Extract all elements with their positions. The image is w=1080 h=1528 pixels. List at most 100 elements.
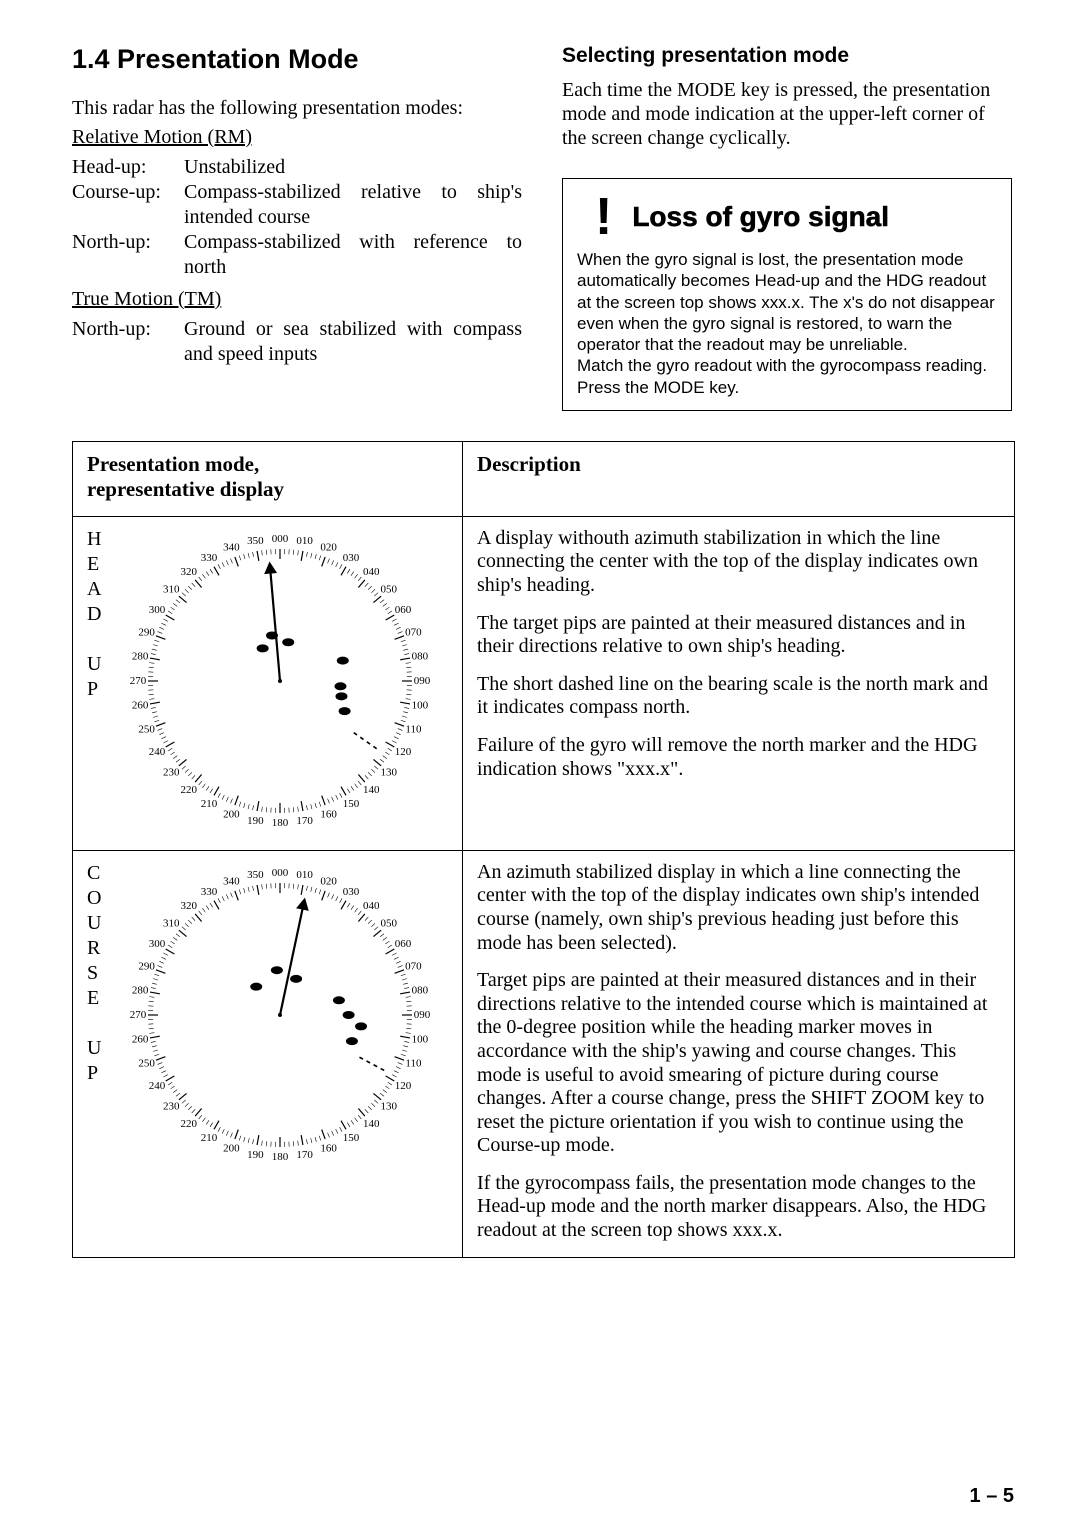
svg-text:320: 320 [180,566,197,578]
mode-label: Course-up: [72,180,184,230]
svg-text:270: 270 [130,1009,147,1021]
svg-text:090: 090 [413,675,429,687]
svg-text:000: 000 [271,867,288,879]
section-title: 1.4 Presentation Mode [72,44,522,75]
warning-mark-icon: ! [595,191,612,243]
svg-text:280: 280 [131,984,148,996]
mode-text: Unstabilized [184,155,522,180]
svg-text:350: 350 [247,535,264,547]
tm-heading: True Motion (TM) [72,288,522,311]
svg-text:170: 170 [296,1149,313,1161]
svg-text:330: 330 [200,886,217,898]
left-column: 1.4 Presentation Mode This radar has the… [72,44,522,411]
svg-text:300: 300 [148,604,165,616]
svg-text:180: 180 [271,817,288,829]
mode-text: Compass-stabilized relative to ship's in… [184,180,522,230]
mode-stack-label: COURSE UP [87,861,105,1170]
desc-paragraph: An azimuth stabilized display in which a… [477,861,1000,955]
mode-row: North-up:Ground or sea stabilized with c… [72,317,522,367]
svg-text:080: 080 [411,984,428,996]
svg-text:230: 230 [162,1100,179,1112]
table-cell-desc: An azimuth stabilized display in which a… [463,850,1015,1257]
svg-text:290: 290 [138,960,155,972]
svg-text:070: 070 [405,626,422,638]
svg-text:150: 150 [342,1132,359,1144]
svg-text:260: 260 [131,1033,148,1045]
svg-text:120: 120 [394,1080,411,1092]
svg-text:340: 340 [223,875,240,887]
intro-text: This radar has the following presentatio… [72,97,522,120]
compass-display: 0000100200300400500600700800901001101201… [130,531,430,831]
rm-rows: Head-up:UnstabilizedCourse-up:Compass-st… [72,155,522,280]
warning-title-row: ! Loss of gyro signal [577,191,997,243]
desc-paragraph: The target pips are painted at their mea… [477,612,1000,659]
svg-text:250: 250 [138,723,155,735]
svg-text:330: 330 [200,552,217,564]
compass-display: 0000100200300400500600700800901001101201… [130,865,430,1165]
svg-text:200: 200 [223,808,240,820]
mode-label: North-up: [72,230,184,280]
svg-text:300: 300 [148,938,165,950]
svg-text:130: 130 [380,766,397,778]
svg-text:100: 100 [411,699,428,711]
right-subhead: Selecting presentation mode [562,44,1012,68]
tm-rows: North-up:Ground or sea stabilized with c… [72,317,522,367]
svg-text:030: 030 [342,552,359,564]
svg-text:120: 120 [394,746,411,758]
svg-text:170: 170 [296,815,313,827]
svg-text:240: 240 [148,1080,165,1092]
top-columns: 1.4 Presentation Mode This radar has the… [72,44,1020,411]
warning-body: When the gyro signal is lost, the presen… [577,249,997,398]
svg-text:010: 010 [296,535,313,547]
svg-text:270: 270 [130,675,147,687]
svg-text:000: 000 [271,533,288,545]
compass-wrap: 0000100200300400500600700800901001101201… [111,861,448,1170]
table-body: HEAD UP000010020030040050060070080090100… [73,516,1015,1257]
svg-text:070: 070 [405,960,422,972]
table-row: HEAD UP000010020030040050060070080090100… [73,516,1015,850]
svg-text:040: 040 [363,566,380,578]
right-column: Selecting presentation mode Each time th… [562,44,1012,411]
svg-text:130: 130 [380,1100,397,1112]
right-para: Each time the MODE key is pressed, the p… [562,78,1012,150]
svg-text:160: 160 [320,1142,337,1154]
table-header-desc: Description [463,441,1015,516]
svg-text:100: 100 [411,1033,428,1045]
svg-text:320: 320 [180,900,197,912]
table-cell-mode: COURSE UP0000100200300400500600700800901… [73,850,463,1257]
presentation-table: Presentation mode,representative display… [72,441,1015,1258]
desc-paragraph: Failure of the gyro will remove the nort… [477,734,1000,781]
svg-text:040: 040 [363,900,380,912]
svg-text:020: 020 [320,875,337,887]
warning-box: ! Loss of gyro signal When the gyro sign… [562,178,1012,411]
svg-text:210: 210 [200,1132,217,1144]
svg-text:220: 220 [180,1118,197,1130]
svg-text:160: 160 [320,808,337,820]
svg-text:010: 010 [296,869,313,881]
warning-title: Loss of gyro signal [632,201,889,233]
svg-text:290: 290 [138,626,155,638]
svg-text:310: 310 [162,583,179,595]
mode-label: North-up: [72,317,184,367]
desc-paragraph: A display withouth azimuth stabilization… [477,527,1000,598]
rm-heading: Relative Motion (RM) [72,126,522,149]
svg-text:180: 180 [271,1151,288,1163]
svg-text:280: 280 [131,650,148,662]
svg-text:140: 140 [363,1118,380,1130]
svg-text:240: 240 [148,746,165,758]
mode-row: Head-up:Unstabilized [72,155,522,180]
svg-text:150: 150 [342,798,359,810]
mode-row: North-up:Compass-stabilized with referen… [72,230,522,280]
svg-text:350: 350 [247,869,264,881]
svg-text:110: 110 [405,723,422,735]
table-row: COURSE UP0000100200300400500600700800901… [73,850,1015,1257]
svg-text:190: 190 [247,815,264,827]
svg-text:260: 260 [131,699,148,711]
svg-text:340: 340 [223,541,240,553]
table-cell-mode: HEAD UP000010020030040050060070080090100… [73,516,463,850]
svg-text:060: 060 [394,604,411,616]
svg-text:190: 190 [247,1149,264,1161]
page-number: 1 – 5 [970,1485,1014,1508]
table-cell-desc: A display withouth azimuth stabilization… [463,516,1015,850]
svg-text:090: 090 [413,1009,429,1021]
